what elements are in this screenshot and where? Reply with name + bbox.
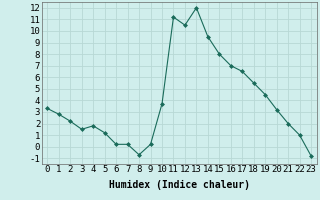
X-axis label: Humidex (Indice chaleur): Humidex (Indice chaleur) — [109, 180, 250, 190]
